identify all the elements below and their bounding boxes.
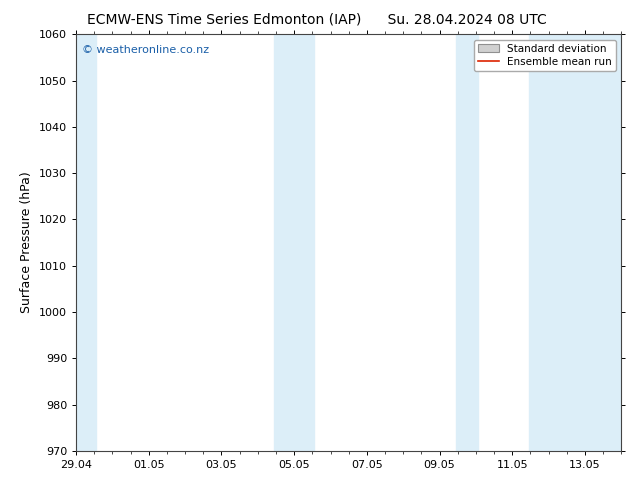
Bar (456, 34, 478, 451)
Bar (74, 34, 96, 451)
Bar (529, 34, 623, 451)
Bar (274, 34, 314, 451)
Text: © weatheronline.co.nz: © weatheronline.co.nz (82, 45, 209, 55)
Y-axis label: Surface Pressure (hPa): Surface Pressure (hPa) (20, 172, 34, 314)
Text: ECMW-ENS Time Series Edmonton (IAP)      Su. 28.04.2024 08 UTC: ECMW-ENS Time Series Edmonton (IAP) Su. … (87, 12, 547, 26)
Legend: Standard deviation, Ensemble mean run: Standard deviation, Ensemble mean run (474, 40, 616, 71)
